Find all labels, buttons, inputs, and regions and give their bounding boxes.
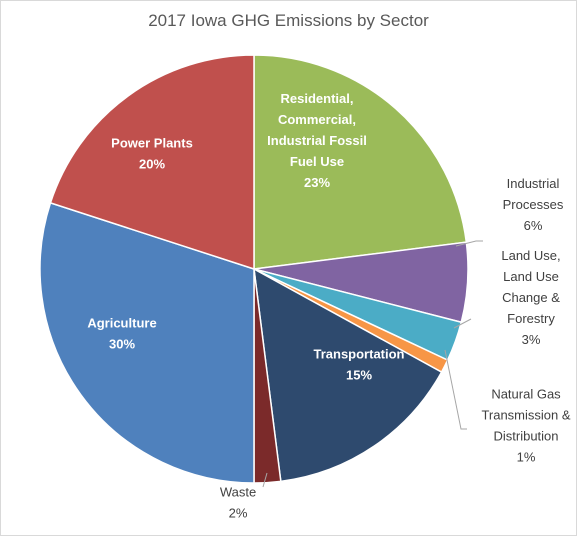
slice-name: Distribution: [493, 429, 558, 444]
slice-name: Change &: [502, 290, 560, 305]
slice-label: Power Plants 20%: [111, 136, 193, 172]
chart-title: 2017 Iowa GHG Emissions by Sector: [148, 11, 429, 30]
slice-percent: 1%: [517, 450, 536, 465]
slice-label: Agriculture 30%: [87, 316, 156, 352]
slice-name: Industrial: [507, 176, 560, 191]
slice-label: Industrial Processes 6%: [503, 176, 564, 233]
slice-label: Residential, Commercial, Industrial Fossil…: [267, 91, 367, 190]
slice-name: Industrial Fossil: [267, 133, 367, 148]
pie-slice-power-plants: [49, 54, 255, 271]
slice-name: Natural Gas: [491, 387, 561, 402]
slice-name: Waste: [220, 485, 256, 500]
slice-label: Transportation 15%: [313, 347, 404, 383]
slice-name: Transportation: [313, 347, 404, 362]
pie-slice-agriculture: [39, 201, 255, 484]
slice-name: Transmission &: [481, 408, 570, 423]
leader-line: [455, 240, 483, 247]
pie-slice-transportation: [253, 267, 443, 483]
slice-percent: 30%: [109, 337, 135, 352]
slice-percent: 20%: [139, 157, 165, 172]
slice-percent: 23%: [304, 175, 330, 190]
slice-percent: 2%: [229, 506, 248, 521]
slice-name: Residential,: [281, 91, 354, 106]
slice-percent: 15%: [346, 368, 372, 383]
slice-name: Agriculture: [87, 316, 156, 331]
slice-name: Commercial,: [278, 112, 356, 127]
leader-line: [262, 472, 268, 488]
slice-label: Natural Gas Transmission & Distribution 1%: [481, 387, 570, 465]
slice-label: Waste 2%: [220, 485, 256, 521]
slice-name: Fuel Use: [290, 154, 344, 169]
slice-name: Processes: [503, 197, 564, 212]
pie-slice-residential: [253, 54, 468, 270]
leader-line: [453, 318, 472, 329]
leader-line: [444, 349, 467, 430]
slice-name: Land Use,: [501, 248, 560, 263]
slice-name: Forestry: [507, 311, 555, 326]
slice-label: Land Use, Land Use Change & Forestry 3%: [501, 248, 560, 347]
slice-percent: 6%: [524, 218, 543, 233]
slice-percent: 3%: [522, 332, 541, 347]
slice-name: Power Plants: [111, 136, 193, 151]
slice-name: Land Use: [503, 269, 559, 284]
